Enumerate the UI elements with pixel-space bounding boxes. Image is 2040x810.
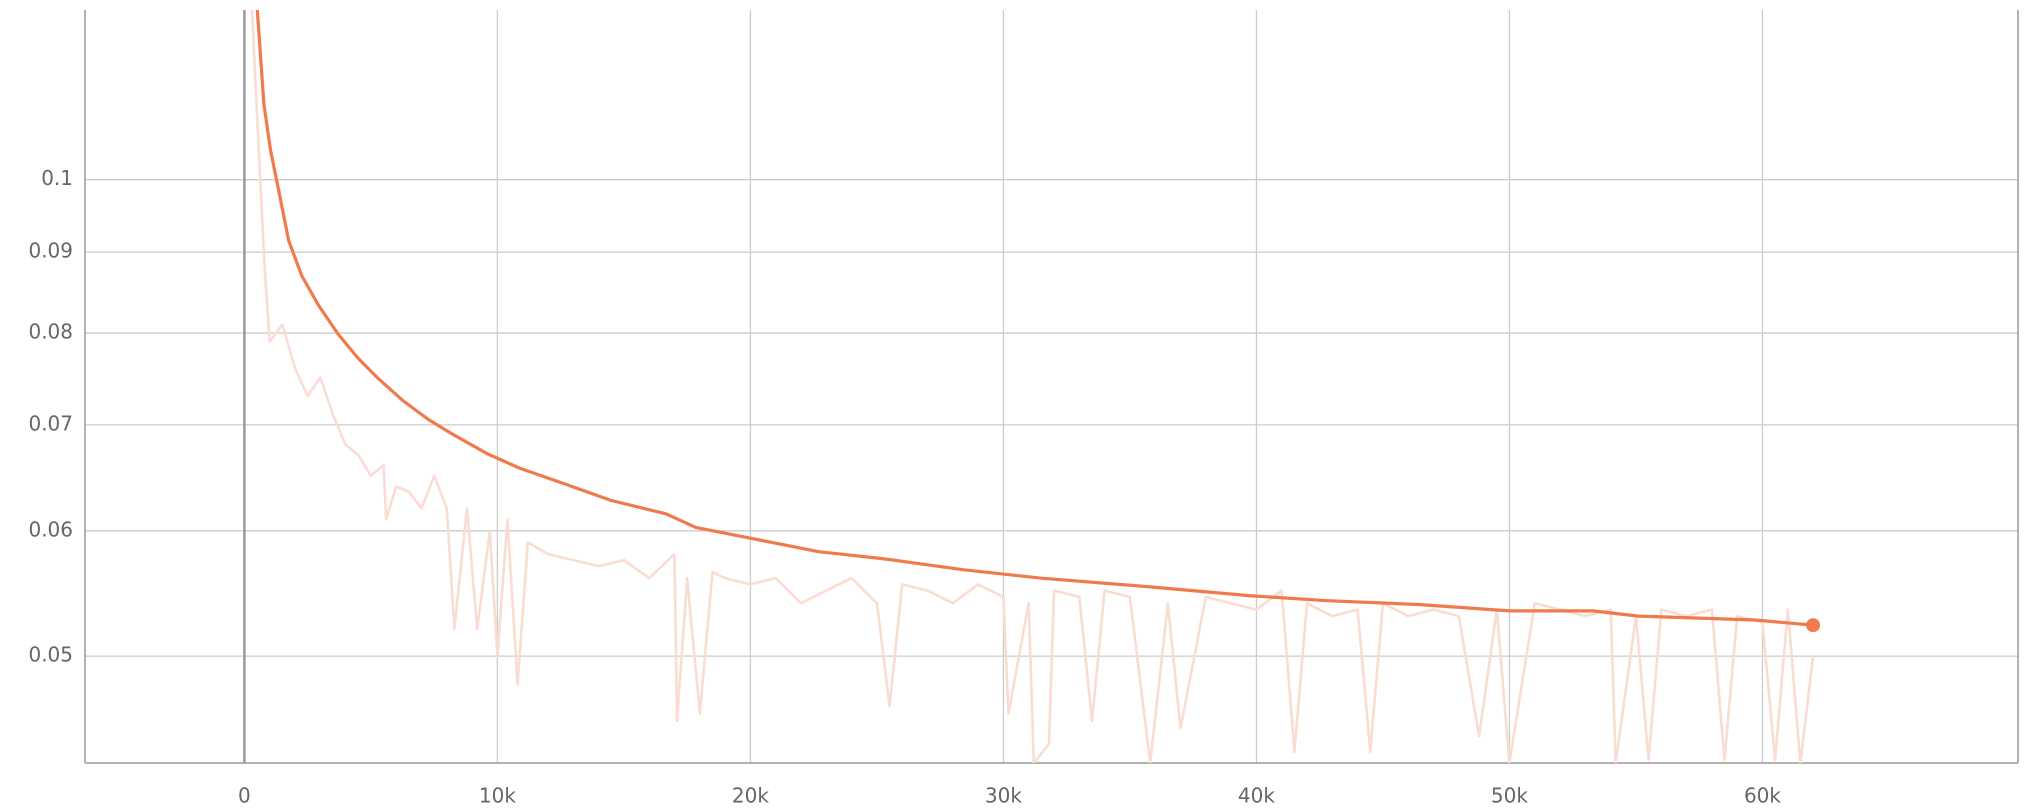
series-line (250, 10, 1815, 763)
x-tick-label: 40k (1238, 784, 1275, 808)
x-tick-label: 20k (732, 784, 769, 808)
y-tick-label: 0.05 (28, 643, 73, 667)
end-point (1806, 618, 1821, 633)
y-tick-label: 0.1 (41, 166, 73, 190)
grid (84, 10, 2019, 764)
x-tick-label: 30k (985, 784, 1022, 808)
tick-labels: 0.05 0.06 0.07 0.08 0.09 0.1 0 10k 20k 30k 40k 50k 6… (28, 166, 1781, 807)
series-line (255, 10, 1814, 627)
plot-area (250, 10, 1821, 763)
x-tick-label: 0 (238, 784, 251, 808)
x-tick-label: 10k (479, 784, 516, 808)
y-tick-label: 0.09 (28, 239, 73, 263)
y-tick-label: 0.06 (28, 517, 73, 541)
y-tick-label: 0.08 (28, 320, 73, 344)
x-tick-label: 50k (1491, 784, 1528, 808)
x-tick-label: 60k (1744, 784, 1781, 808)
y-tick-label: 0.07 (28, 411, 73, 435)
